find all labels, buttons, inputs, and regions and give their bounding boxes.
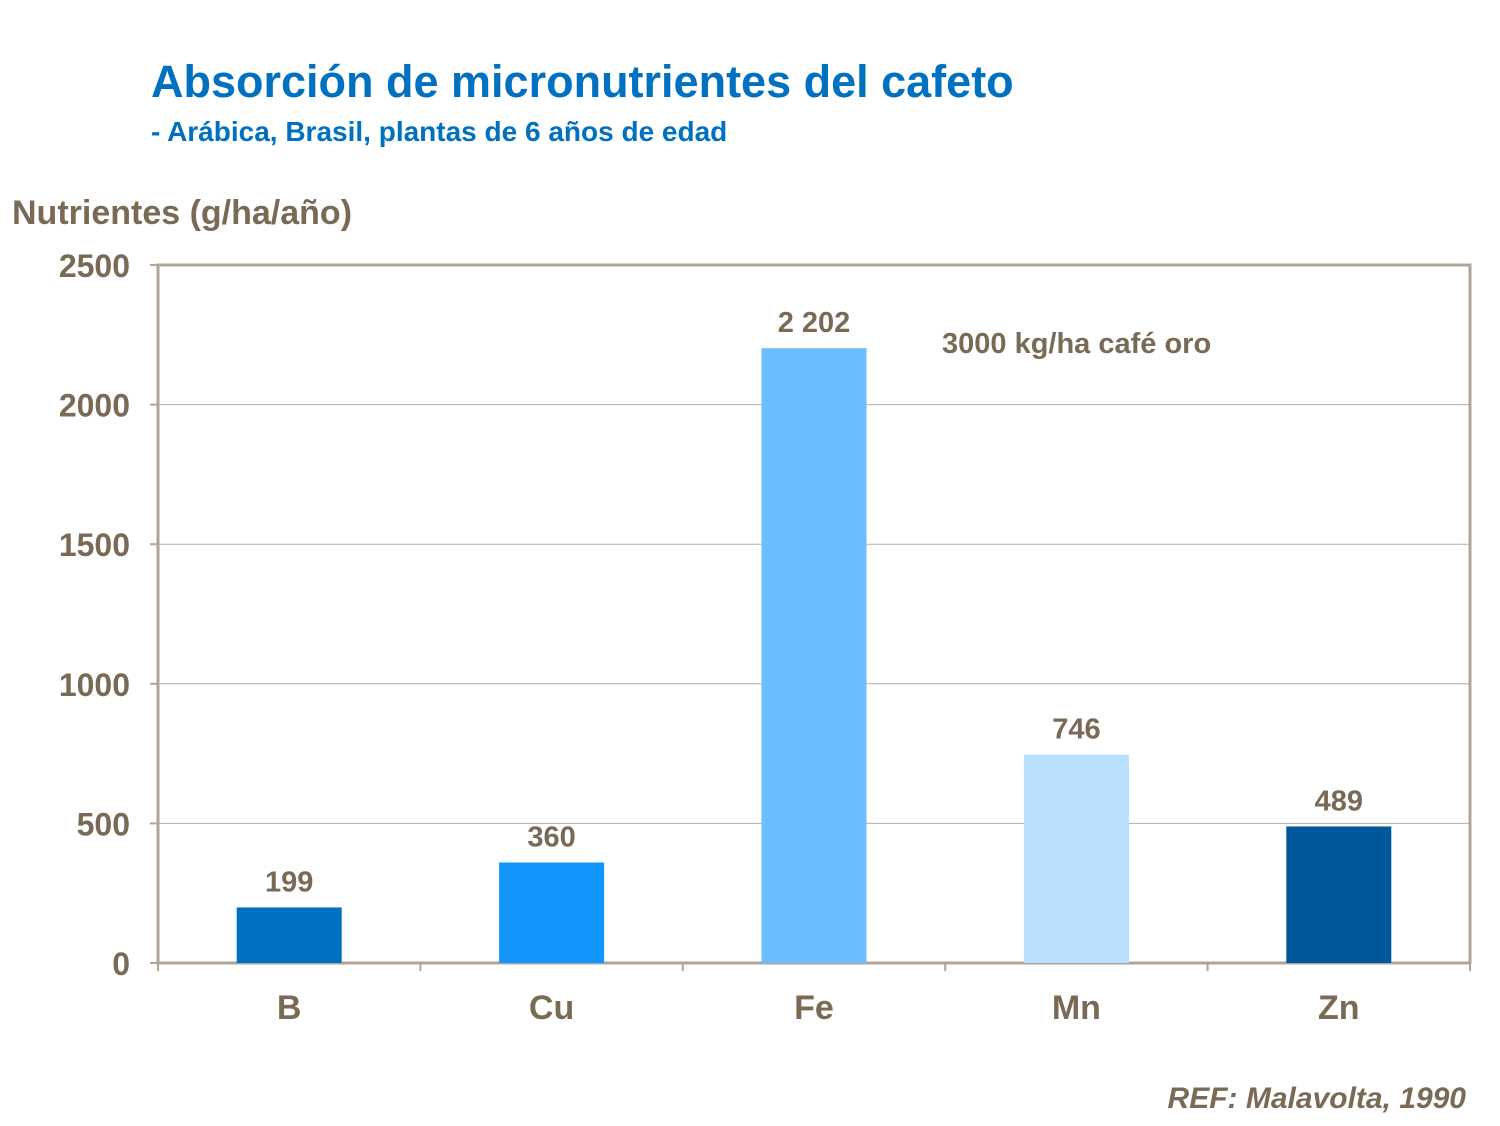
- x-tick-label: Zn: [1318, 989, 1360, 1027]
- bar-Mn: [1023, 754, 1129, 963]
- bar-Fe: [761, 348, 867, 963]
- bar-Zn: [1286, 826, 1392, 963]
- data-label: 746: [1052, 714, 1100, 746]
- data-label: 2 202: [778, 307, 851, 339]
- reference-note: REF: Malavolta, 1990: [1167, 1082, 1466, 1115]
- y-tick-label: 2000: [59, 388, 130, 424]
- chart-annotation: 3000 kg/ha café oro: [942, 328, 1211, 360]
- chart-title: Absorción de micronutrientes del cafeto: [151, 56, 1014, 107]
- y-tick-label: 0: [112, 946, 130, 982]
- x-tick-label: Cu: [529, 989, 574, 1027]
- data-label: 360: [527, 821, 575, 853]
- x-tick-label: Mn: [1052, 989, 1101, 1027]
- bar-Cu: [499, 862, 605, 963]
- x-tick-label: B: [277, 989, 302, 1027]
- data-label: 199: [265, 866, 313, 898]
- y-tick-label: 500: [77, 806, 130, 842]
- y-tick-label: 2500: [59, 248, 130, 284]
- y-tick-label: 1000: [59, 667, 130, 703]
- y-axis-label: Nutrientes (g/ha/año): [12, 194, 353, 232]
- x-tick-label: Fe: [794, 989, 834, 1027]
- data-label: 489: [1315, 785, 1363, 817]
- bar-B: [236, 907, 342, 963]
- y-tick-label: 1500: [59, 527, 130, 563]
- chart-subtitle: - Arábica, Brasil, plantas de 6 años de …: [151, 116, 728, 147]
